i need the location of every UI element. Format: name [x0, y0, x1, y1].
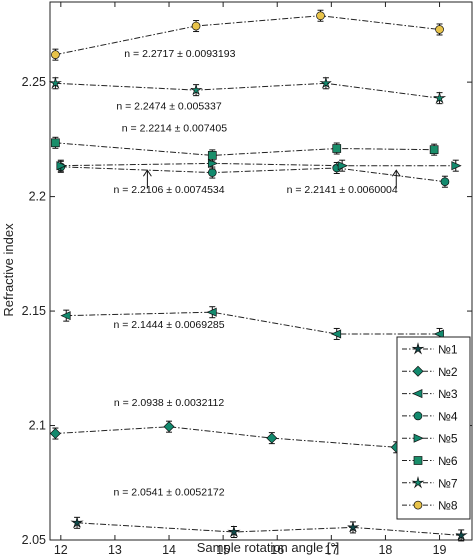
y-tick-label: 2.25 — [22, 75, 46, 89]
data-point — [319, 76, 332, 89]
data-point — [316, 11, 325, 21]
fit-annotation: n = 2.2214 ± 0.007405 — [122, 122, 227, 134]
data-point — [48, 76, 62, 89]
plot-area — [49, 1, 473, 541]
data-point — [337, 161, 349, 171]
fit-annotation: n = 2.0938 ± 0.0032112 — [114, 397, 225, 409]
data-point — [207, 151, 217, 160]
fit-annotation: n = 2.2717 ± 0.0093193 — [124, 48, 235, 60]
legend-label: №6 — [438, 454, 458, 468]
series-line — [60, 166, 445, 183]
y-tick-label: 2.1 — [29, 419, 46, 433]
annotation-arrow — [142, 169, 152, 189]
legend-entry: №6 — [402, 454, 458, 468]
data-point — [440, 177, 450, 187]
data-point — [70, 517, 84, 529]
legend-label: №5 — [438, 432, 458, 446]
data-point — [207, 168, 217, 177]
legend-label: №4 — [438, 409, 458, 423]
data-point — [49, 428, 61, 440]
legend-label: №2 — [438, 365, 458, 379]
series-line — [55, 82, 440, 99]
series-7 — [48, 76, 447, 105]
series-line — [55, 426, 397, 448]
fit-annotation: n = 2.0541 ± 0.0052172 — [113, 486, 224, 498]
legend-marker — [413, 456, 423, 465]
legend-entry: №1 — [402, 342, 458, 357]
series-line — [60, 162, 456, 167]
legend-entry: №3 — [402, 387, 458, 401]
data-point — [207, 158, 219, 168]
fit-annotation: n = 2.2141 ± 0.0060004 — [287, 184, 398, 196]
legend-marker — [412, 365, 424, 377]
series-5 — [56, 157, 462, 172]
legend-marker — [411, 342, 425, 355]
y-axis-label: Refractive index — [1, 223, 16, 317]
legend-label: №1 — [438, 343, 458, 357]
fit-annotation: n = 2.2106 ± 0.0074534 — [113, 184, 224, 196]
data-point — [190, 84, 203, 95]
legend-entry: №7 — [402, 475, 458, 490]
legend-entry: №8 — [402, 499, 458, 513]
series-line — [66, 311, 440, 335]
legend-marker — [412, 389, 423, 399]
legend-marker — [411, 475, 425, 489]
x-tick-label: 18 — [378, 543, 392, 556]
x-tick-label: 16 — [270, 543, 284, 556]
data-point — [347, 521, 360, 533]
data-point — [51, 138, 60, 148]
data-point — [266, 432, 278, 444]
y-tick-label: 2.2 — [29, 190, 46, 204]
legend-label: №3 — [438, 387, 458, 401]
legend: №1 №2 №3 №4 №5 №6 №7 №8 — [396, 336, 471, 520]
data-point — [191, 21, 201, 31]
series-1 — [70, 516, 468, 542]
series-line — [77, 522, 462, 536]
data-point — [433, 329, 444, 339]
data-point — [332, 144, 342, 153]
data-point — [51, 50, 60, 60]
legend-marker — [413, 411, 423, 421]
data-point — [451, 161, 462, 171]
x-tick-label: 14 — [162, 543, 176, 556]
series-line — [55, 142, 435, 156]
x-tick-label: 12 — [54, 543, 68, 556]
annotation-arrow — [391, 169, 401, 189]
y-tick-label: 2.05 — [22, 533, 46, 547]
data-point — [206, 307, 217, 317]
fit-annotation: n = 2.1444 ± 0.0069285 — [113, 319, 224, 331]
y-tick-label: 2.15 — [22, 304, 46, 318]
legend-label: №8 — [438, 499, 458, 513]
data-point — [163, 421, 175, 433]
series-8 — [51, 9, 444, 61]
data-point — [435, 25, 444, 34]
x-tick-label: 13 — [108, 543, 122, 556]
x-tick-label: 17 — [324, 543, 338, 556]
data-point — [227, 525, 241, 538]
data-point — [330, 329, 342, 339]
legend-box — [396, 336, 471, 520]
legend-marker — [413, 500, 423, 510]
legend-marker — [413, 433, 424, 443]
data-point — [432, 91, 447, 104]
x-tick-label: 19 — [433, 543, 447, 556]
plot-frame — [49, 1, 473, 541]
legend-entry: №4 — [402, 409, 458, 423]
fit-annotation: n = 2.2474 ± 0.005337 — [116, 101, 221, 113]
x-axis-label: Sample rotation angle [°] — [197, 540, 340, 555]
data-point — [56, 161, 67, 171]
series-6 — [51, 136, 439, 162]
series-line — [55, 15, 440, 56]
data-point — [429, 145, 439, 155]
legend-label: №7 — [438, 476, 458, 490]
x-tick-label: 15 — [216, 543, 230, 556]
legend-entry: №5 — [402, 432, 458, 446]
legend-entry: №2 — [402, 365, 458, 379]
data-point — [60, 311, 71, 321]
data-point — [455, 529, 468, 541]
